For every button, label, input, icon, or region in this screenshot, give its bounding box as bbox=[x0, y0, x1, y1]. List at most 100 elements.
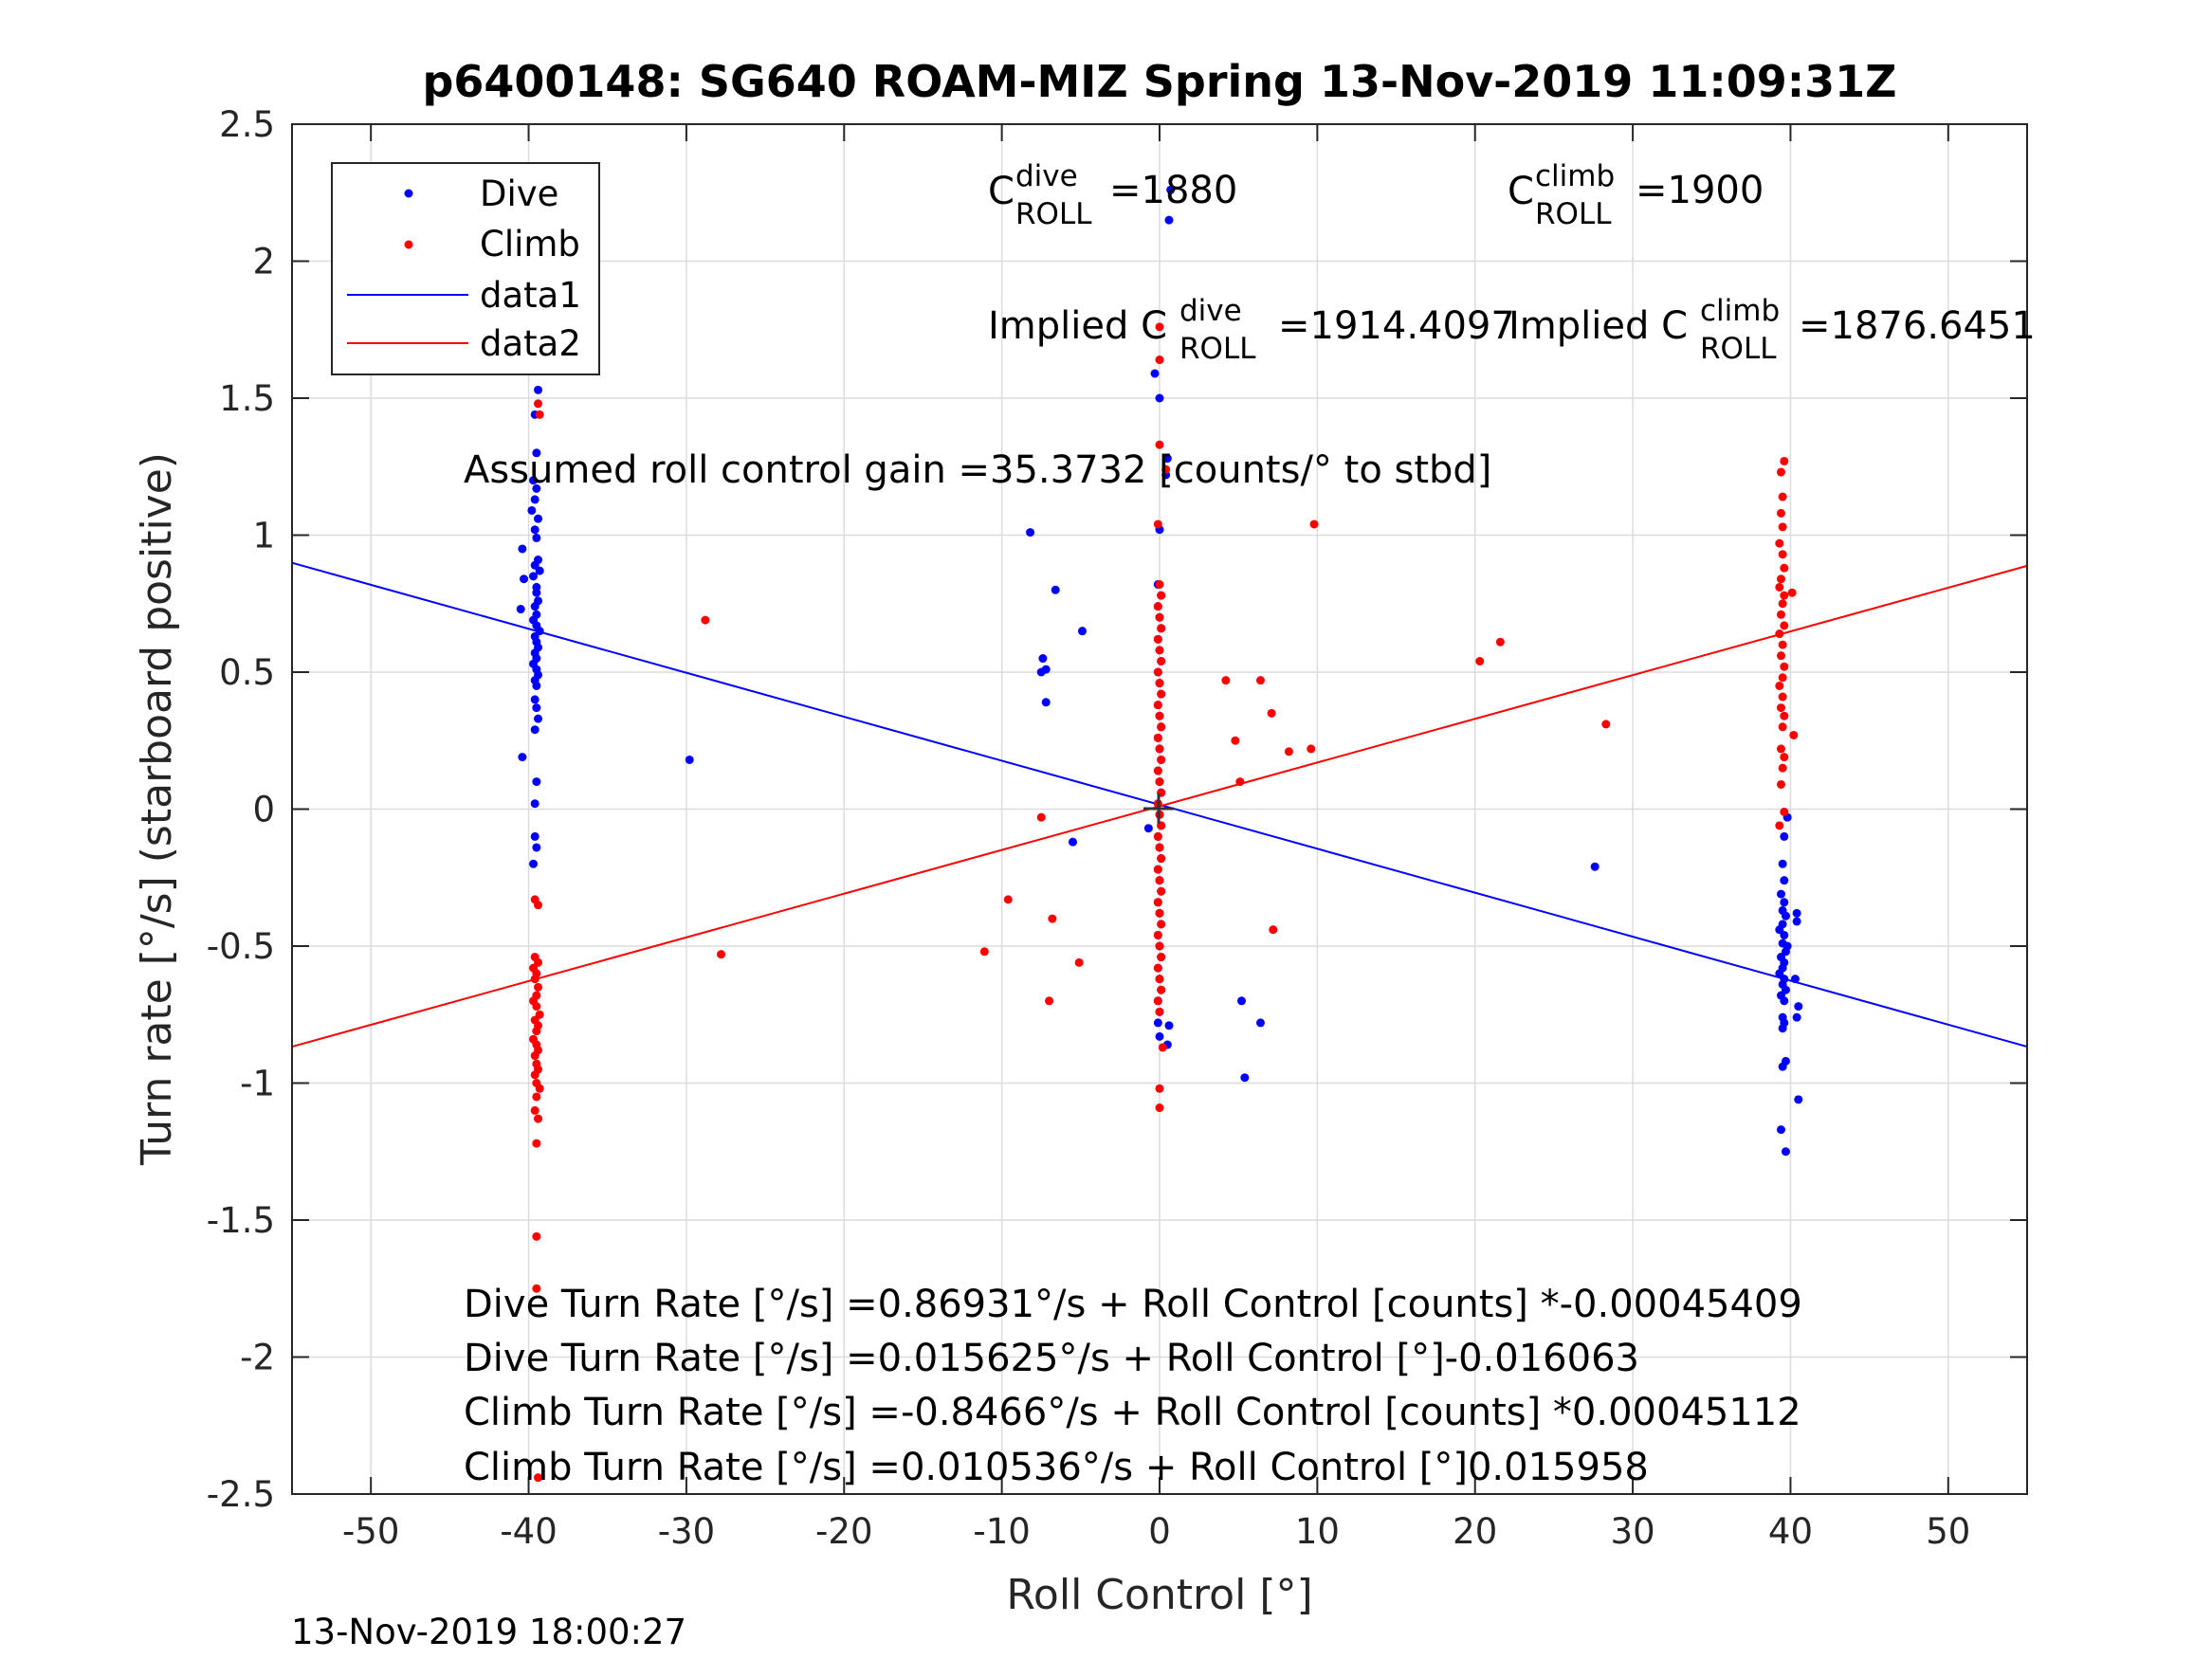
climb-point bbox=[1776, 744, 1785, 754]
climb-point bbox=[1153, 898, 1162, 907]
svg-text:C: C bbox=[988, 170, 1015, 213]
dive-point bbox=[535, 566, 544, 575]
dive-point bbox=[1143, 824, 1153, 833]
svg-text:climb: climb bbox=[1700, 294, 1780, 328]
dive-point bbox=[1790, 975, 1800, 984]
dive-point bbox=[1792, 908, 1801, 918]
climb-point bbox=[532, 1027, 541, 1036]
dive-point bbox=[1038, 654, 1048, 664]
dive-point bbox=[1077, 627, 1087, 636]
svg-text:C: C bbox=[1508, 170, 1534, 213]
climb-point bbox=[530, 1070, 539, 1080]
dive-point bbox=[1237, 996, 1247, 1006]
climb-point bbox=[1309, 520, 1319, 529]
y-axis-label: Turn rate [°/s] (starboard positive) bbox=[133, 452, 181, 1166]
dive-point bbox=[530, 831, 539, 841]
dive-point bbox=[1794, 1002, 1803, 1012]
climb-point bbox=[1778, 692, 1787, 702]
climb-point bbox=[532, 1092, 541, 1102]
dive-point bbox=[532, 843, 541, 852]
climb-point bbox=[1155, 975, 1164, 984]
climb-point bbox=[1778, 673, 1787, 683]
climb-point bbox=[979, 947, 989, 957]
y-tick-label: 1.5 bbox=[219, 378, 275, 419]
climb-point bbox=[1495, 637, 1505, 647]
climb-point bbox=[1155, 843, 1164, 852]
fit-line-2: Dive Turn Rate [°/s] =0.015625°/s + Roll… bbox=[464, 1337, 1639, 1380]
climb-point bbox=[535, 1084, 544, 1093]
climb-point bbox=[530, 1105, 539, 1115]
climb-point bbox=[534, 399, 543, 409]
dive-point bbox=[1780, 876, 1789, 885]
climb-point bbox=[1155, 1007, 1164, 1016]
climb-point bbox=[1776, 703, 1785, 713]
climb-point bbox=[1776, 651, 1785, 661]
climb-point bbox=[1255, 676, 1265, 685]
climb-point bbox=[1776, 467, 1785, 477]
y-tick-label: -1.5 bbox=[207, 1200, 275, 1241]
y-tick-label: -2.5 bbox=[207, 1474, 275, 1515]
x-tick-labels: -50 -40 -30 -20 -10 0 10 20 30 40 50 bbox=[342, 1511, 1970, 1552]
svg-text:Implied C: Implied C bbox=[988, 304, 1167, 348]
climb-point bbox=[1778, 640, 1787, 649]
dive-point bbox=[1780, 898, 1789, 907]
annotation-c-dive: C dive ROLL =1880 bbox=[988, 159, 1237, 231]
climb-point bbox=[1155, 711, 1164, 720]
y-tick-label: -0.5 bbox=[207, 926, 275, 967]
climb-point bbox=[1155, 744, 1164, 754]
climb-point bbox=[1778, 492, 1787, 501]
legend-marker-climb bbox=[404, 240, 413, 249]
y-tick-label: 0 bbox=[252, 790, 275, 830]
svg-text:dive: dive bbox=[1179, 294, 1242, 328]
climb-point bbox=[1036, 812, 1046, 822]
x-tick-label: 10 bbox=[1295, 1511, 1340, 1552]
dive-point bbox=[529, 859, 539, 868]
climb-point bbox=[1157, 656, 1166, 665]
dive-point bbox=[1155, 393, 1164, 403]
climb-point bbox=[1155, 876, 1164, 885]
dive-point bbox=[532, 588, 541, 597]
climb-point bbox=[1155, 908, 1164, 918]
climb-point bbox=[1155, 941, 1164, 951]
dive-point bbox=[534, 514, 543, 523]
svg-text:=1914.4097: =1914.4097 bbox=[1278, 304, 1515, 348]
climb-point bbox=[1778, 522, 1787, 532]
svg-text:=1876.6451: =1876.6451 bbox=[1799, 304, 2036, 348]
svg-text:ROLL: ROLL bbox=[1700, 332, 1777, 366]
dive-point bbox=[534, 385, 543, 394]
climb-point bbox=[1155, 777, 1164, 787]
climb-point bbox=[1155, 1084, 1164, 1093]
climb-point bbox=[1775, 681, 1784, 690]
x-tick-label: -50 bbox=[342, 1511, 399, 1552]
climb-point bbox=[534, 982, 543, 992]
dive-point bbox=[1794, 1095, 1803, 1104]
climb-point bbox=[1157, 591, 1166, 600]
climb-point bbox=[1778, 550, 1787, 559]
climb-point bbox=[1153, 831, 1162, 841]
legend-marker-dive bbox=[404, 189, 413, 198]
climb-point bbox=[1153, 701, 1162, 710]
dive-point bbox=[1162, 454, 1172, 464]
climb-point bbox=[1153, 930, 1162, 939]
dive-point bbox=[530, 525, 539, 535]
dive-point bbox=[1036, 667, 1046, 677]
dive-point bbox=[1164, 1021, 1174, 1030]
legend-label-data1: data1 bbox=[480, 275, 581, 316]
climb-point bbox=[1155, 440, 1164, 449]
dive-point bbox=[532, 703, 541, 713]
climb-point bbox=[1780, 711, 1789, 720]
climb-point bbox=[1157, 920, 1166, 929]
y-tick-label: 0.5 bbox=[219, 652, 275, 693]
climb-point bbox=[532, 1002, 541, 1012]
dive-point bbox=[1164, 215, 1174, 225]
climb-point bbox=[1158, 1043, 1167, 1052]
climb-point bbox=[1155, 612, 1164, 622]
climb-point bbox=[1045, 996, 1054, 1006]
climb-point bbox=[534, 901, 543, 910]
legend-label-data2: data2 bbox=[480, 323, 581, 364]
climb-point bbox=[1157, 689, 1166, 699]
climb-point bbox=[1778, 763, 1787, 773]
climb-point bbox=[1153, 733, 1162, 742]
y-tick-label: 2.5 bbox=[219, 104, 275, 145]
climb-point bbox=[1235, 777, 1245, 787]
